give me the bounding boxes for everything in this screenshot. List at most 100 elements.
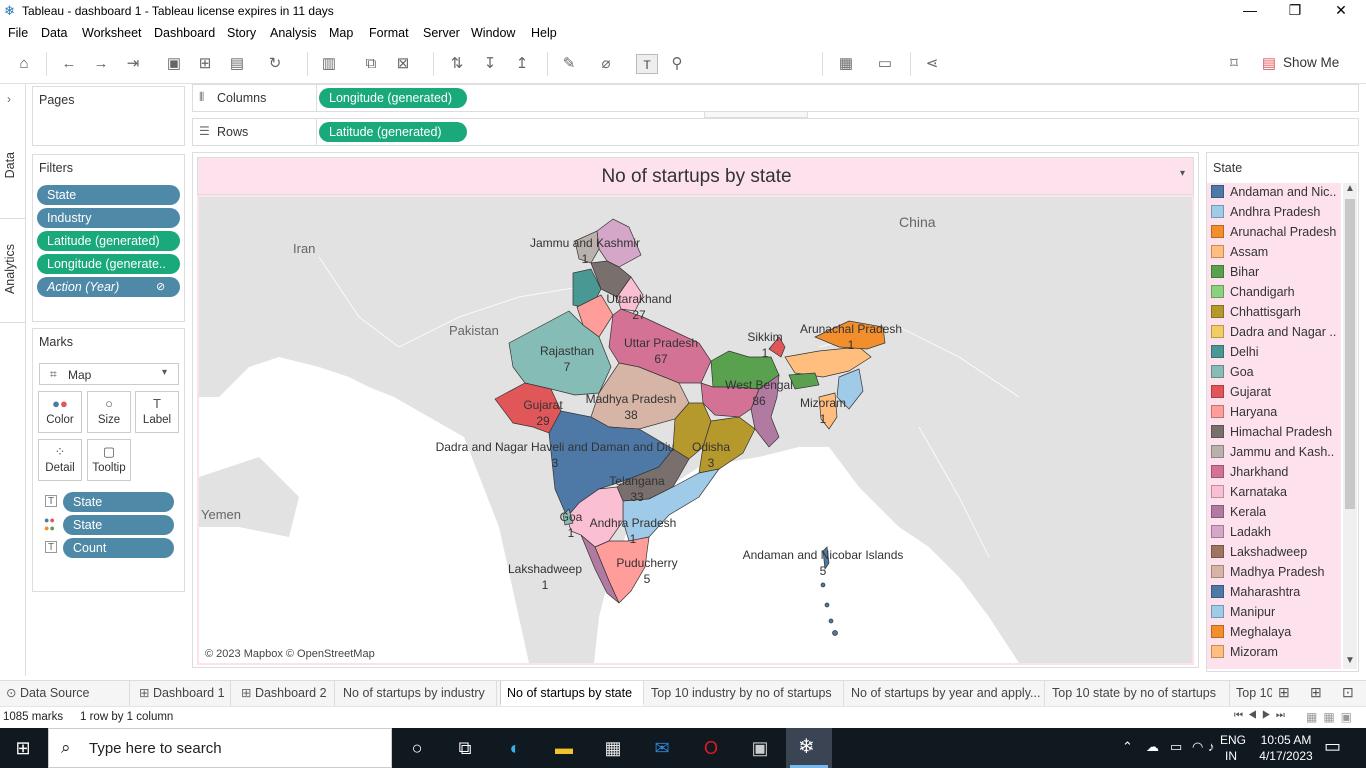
save-icon[interactable]: ▣ xyxy=(166,55,182,72)
legend-item[interactable]: Mizoram xyxy=(1211,645,1278,665)
view-mode-icons[interactable]: ▦▦▣ xyxy=(1306,710,1359,724)
tab-dashboard-1[interactable]: ⊞ Dashboard 1 xyxy=(133,681,231,706)
redo-icon[interactable]: → xyxy=(93,55,109,72)
show-me-label[interactable]: Show Me xyxy=(1283,55,1340,70)
menu-help[interactable]: Help xyxy=(531,26,557,40)
scroll-up-icon[interactable]: ▲ xyxy=(1345,183,1355,194)
size-button[interactable]: ○ Size xyxy=(87,391,131,433)
chevron-up-icon[interactable]: ⌃ xyxy=(1122,739,1133,754)
legend-item[interactable]: Goa xyxy=(1211,365,1254,385)
tableau-taskbar-button[interactable]: ❄ xyxy=(786,728,832,768)
state-sikkim[interactable] xyxy=(768,336,786,358)
show-mark-labels-icon[interactable]: T xyxy=(636,54,658,74)
legend-item[interactable]: Lakshadweep xyxy=(1211,545,1307,565)
legend-item[interactable]: Bihar xyxy=(1211,265,1259,285)
refresh-icon[interactable]: ↻ xyxy=(268,55,282,72)
undo-icon[interactable]: ← xyxy=(61,55,77,72)
wifi-icon[interactable]: ◠ xyxy=(1192,739,1204,754)
state-jharkhand[interactable] xyxy=(700,382,760,418)
new-story-tab-icon[interactable]: ⊡ xyxy=(1342,684,1354,700)
mark-field-state-color[interactable]: State xyxy=(63,515,174,535)
state-andaman[interactable] xyxy=(822,546,830,570)
highlight-icon[interactable]: ✎ xyxy=(562,55,576,72)
legend-item[interactable]: Meghalaya xyxy=(1211,625,1291,645)
state-west-bengal[interactable] xyxy=(750,374,780,448)
minimize-button[interactable]: — xyxy=(1243,2,1257,18)
legend-item[interactable]: Arunachal Pradesh xyxy=(1211,225,1336,245)
tab-top10-industry[interactable]: Top 10 industry by no of startups xyxy=(645,681,844,706)
legend-item[interactable]: Kerala xyxy=(1211,505,1266,525)
cortana-icon[interactable]: ○ xyxy=(411,738,423,758)
home-icon[interactable]: ⌂ xyxy=(19,55,29,72)
show-cards-icon[interactable]: ▦ xyxy=(838,55,854,72)
legend-item[interactable]: Karnataka xyxy=(1211,485,1287,505)
expand-chevron-icon[interactable]: › xyxy=(7,92,11,106)
menu-dashboard[interactable]: Dashboard xyxy=(154,26,216,40)
tooltip-button[interactable]: ▢ Tooltip xyxy=(87,439,131,481)
language-bottom[interactable]: IN xyxy=(1225,749,1237,763)
filter-pill-state[interactable]: State xyxy=(37,185,180,205)
menu-format[interactable]: Format xyxy=(369,26,409,40)
legend-item[interactable]: Chandigarh xyxy=(1211,285,1295,305)
state-kerala[interactable] xyxy=(580,534,620,604)
data-tab[interactable]: Data xyxy=(3,152,17,179)
legend-item[interactable]: Chhattisgarh xyxy=(1211,305,1301,325)
state-assam[interactable] xyxy=(784,346,872,378)
filter-pill-longitude[interactable]: Longitude (generate.. xyxy=(37,254,180,274)
pause-updates-icon[interactable]: ▤ xyxy=(229,55,245,72)
legend-item[interactable]: Madhya Pradesh xyxy=(1211,565,1325,585)
menu-window[interactable]: Window xyxy=(471,26,516,40)
mark-type-dropdown[interactable]: ⌗ Map ▾ xyxy=(39,363,179,385)
share-icon[interactable]: ⋖ xyxy=(925,55,939,72)
file-explorer-icon[interactable]: ▬ xyxy=(555,738,573,758)
analytics-tab[interactable]: Analytics xyxy=(3,244,17,295)
state-mizoram[interactable] xyxy=(818,392,838,430)
mark-field-count[interactable]: Count xyxy=(63,538,174,558)
fix-axes-icon[interactable]: ⚲ xyxy=(671,55,683,72)
opera-icon[interactable]: O xyxy=(703,738,718,758)
sort-ascending-icon[interactable]: ↧ xyxy=(483,55,497,72)
chevron-down-icon[interactable]: ▾ xyxy=(1180,168,1186,179)
tab-startups-by-industry[interactable]: No of startups by industry xyxy=(337,681,497,706)
menu-file[interactable]: File xyxy=(8,26,29,40)
label-button[interactable]: T Label xyxy=(135,391,179,433)
tab-top10-state[interactable]: Top 10 state by no of startups xyxy=(1046,681,1230,706)
edge-icon[interactable]: ◐ xyxy=(509,738,521,758)
state-karnataka[interactable] xyxy=(566,486,624,548)
sort-descending-icon[interactable]: ↥ xyxy=(515,55,529,72)
state-rajasthan[interactable] xyxy=(508,310,612,396)
state-arunachal[interactable] xyxy=(814,320,886,350)
legend-item[interactable]: Jharkhand xyxy=(1211,465,1288,485)
map-canvas[interactable]: China Iran Pakistan Yemen Jammu and Kash… xyxy=(199,197,1192,663)
scrollbar-thumb[interactable] xyxy=(1345,199,1355,509)
color-button[interactable]: ●● Color xyxy=(38,391,82,433)
new-worksheet-icon[interactable]: ▥ xyxy=(321,55,337,72)
filter-pill-industry[interactable]: Industry xyxy=(37,208,180,228)
network-alert-icon[interactable]: ☁ xyxy=(1146,739,1159,754)
legend-scrollbar[interactable]: ▲ ▼ xyxy=(1343,183,1357,669)
state-goa[interactable] xyxy=(562,508,574,526)
sheet-nav-icons[interactable]: ⏮◀▶⏭ xyxy=(1234,710,1290,721)
legend-item[interactable]: Assam xyxy=(1211,245,1268,265)
replay-icon[interactable]: ⇥ xyxy=(126,55,140,72)
menu-data[interactable]: Data xyxy=(41,26,68,40)
legend-item[interactable]: Haryana xyxy=(1211,405,1277,425)
new-datasource-icon[interactable]: ⊞ xyxy=(198,55,212,72)
language-top[interactable]: ENG xyxy=(1220,733,1247,747)
map-attribution[interactable]: © 2023 Mapbox © OpenStreetMap xyxy=(205,648,375,660)
mail-icon[interactable]: ✉ xyxy=(654,738,670,758)
format-painter-icon[interactable]: ⌑ xyxy=(1230,55,1238,72)
group-members-icon[interactable]: ⌀ xyxy=(601,55,611,72)
filter-pill-action-year[interactable]: Action (Year) xyxy=(37,277,180,297)
remote-desktop-icon[interactable]: ▣ xyxy=(751,738,769,758)
scroll-down-icon[interactable]: ▼ xyxy=(1345,655,1355,666)
state-haryana[interactable] xyxy=(576,294,614,338)
clock-time[interactable]: 10:05 AM xyxy=(1260,733,1312,747)
battery-icon[interactable]: ▭ xyxy=(1170,739,1183,754)
presentation-mode-icon[interactable]: ▭ xyxy=(877,55,893,72)
store-icon[interactable]: ▦ xyxy=(604,738,622,758)
new-worksheet-tab-icon[interactable]: ⊞ xyxy=(1278,684,1290,700)
state-ladakh[interactable] xyxy=(596,218,642,268)
legend-item[interactable]: Gujarat xyxy=(1211,385,1271,405)
legend-item[interactable]: Maharashtra xyxy=(1211,585,1300,605)
